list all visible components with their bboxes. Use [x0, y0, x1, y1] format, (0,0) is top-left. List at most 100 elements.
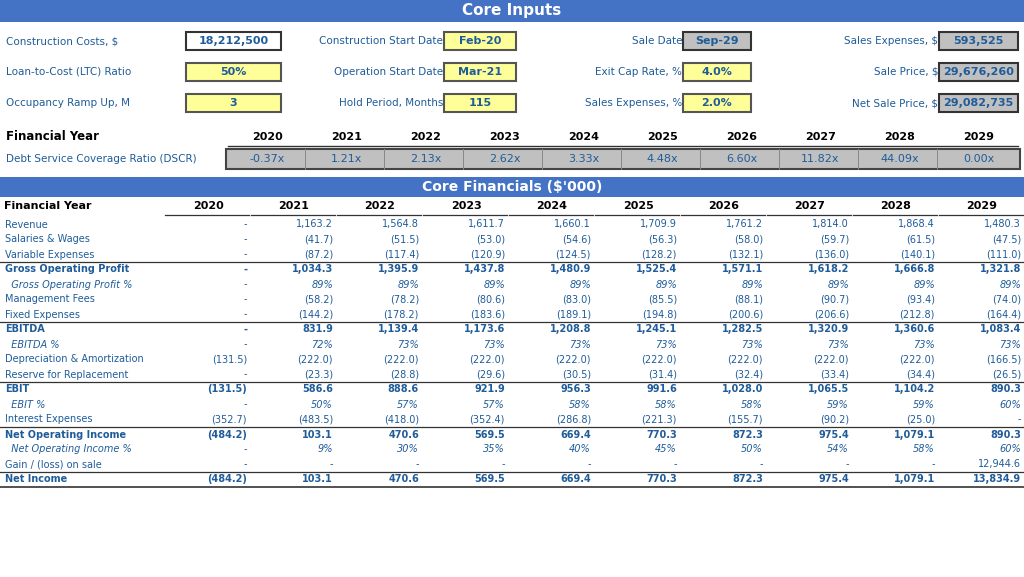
- Text: 1,321.8: 1,321.8: [980, 264, 1021, 275]
- Text: (58.2): (58.2): [304, 294, 333, 305]
- Text: (222.0): (222.0): [384, 354, 419, 365]
- Text: (124.5): (124.5): [556, 249, 591, 260]
- Text: -: -: [243, 264, 247, 275]
- Text: -: -: [932, 459, 935, 470]
- Text: 770.3: 770.3: [646, 429, 677, 440]
- Text: (189.1): (189.1): [556, 309, 591, 320]
- Text: 18,212,500: 18,212,500: [199, 36, 268, 46]
- Text: 58%: 58%: [655, 399, 677, 410]
- Text: Management Fees: Management Fees: [5, 294, 95, 305]
- Text: 2020: 2020: [193, 201, 223, 211]
- Text: 872.3: 872.3: [732, 429, 763, 440]
- Text: 1,868.4: 1,868.4: [898, 219, 935, 230]
- Text: 103.1: 103.1: [302, 429, 333, 440]
- Text: -: -: [244, 459, 247, 470]
- Text: 4.0%: 4.0%: [701, 67, 732, 77]
- Bar: [683, 94, 751, 112]
- Text: Financial Year: Financial Year: [4, 201, 91, 211]
- Text: (222.0): (222.0): [298, 354, 333, 365]
- Text: Hold Period, Months: Hold Period, Months: [339, 98, 443, 108]
- Text: 1,761.2: 1,761.2: [726, 219, 763, 230]
- Bar: [683, 63, 751, 81]
- Text: 470.6: 470.6: [388, 429, 419, 440]
- Text: 2022: 2022: [365, 201, 395, 211]
- Text: 1,480.3: 1,480.3: [984, 219, 1021, 230]
- Text: Net Operating Income %: Net Operating Income %: [5, 444, 132, 455]
- Text: 89%: 89%: [311, 279, 333, 290]
- Text: 770.3: 770.3: [646, 474, 677, 485]
- Bar: [939, 94, 1018, 112]
- Text: 1,660.1: 1,660.1: [554, 219, 591, 230]
- Text: (32.4): (32.4): [734, 369, 763, 380]
- Text: 1,079.1: 1,079.1: [894, 474, 935, 485]
- Text: (90.7): (90.7): [820, 294, 849, 305]
- Text: 2021: 2021: [279, 201, 309, 211]
- Text: 89%: 89%: [999, 279, 1021, 290]
- Text: Construction Costs, $: Construction Costs, $: [6, 36, 118, 46]
- Text: 89%: 89%: [913, 279, 935, 290]
- Text: 669.4: 669.4: [560, 474, 591, 485]
- Text: 1,618.2: 1,618.2: [808, 264, 849, 275]
- Text: (34.4): (34.4): [906, 369, 935, 380]
- Text: 73%: 73%: [999, 339, 1021, 350]
- Text: 45%: 45%: [655, 444, 677, 455]
- Text: -: -: [330, 459, 333, 470]
- Text: 73%: 73%: [913, 339, 935, 350]
- Text: 2025: 2025: [647, 132, 678, 142]
- Text: (85.5): (85.5): [648, 294, 677, 305]
- Text: (30.5): (30.5): [562, 369, 591, 380]
- Text: Financial Year: Financial Year: [6, 130, 99, 144]
- Text: 2024: 2024: [568, 132, 599, 142]
- Text: (117.4): (117.4): [384, 249, 419, 260]
- Text: EBIT: EBIT: [5, 384, 30, 395]
- Text: (26.5): (26.5): [992, 369, 1021, 380]
- Text: Net Sale Price, $: Net Sale Price, $: [852, 98, 938, 108]
- Text: (164.4): (164.4): [986, 309, 1021, 320]
- Text: Core Financials ($'000): Core Financials ($'000): [422, 180, 602, 194]
- Text: 11.82x: 11.82x: [801, 154, 840, 164]
- Text: (222.0): (222.0): [641, 354, 677, 365]
- Text: (41.7): (41.7): [304, 234, 333, 245]
- Text: 44.09x: 44.09x: [881, 154, 919, 164]
- Text: (58.0): (58.0): [734, 234, 763, 245]
- Text: Sep-29: Sep-29: [695, 36, 738, 46]
- Bar: [939, 63, 1018, 81]
- Text: 50%: 50%: [220, 67, 247, 77]
- Text: 73%: 73%: [483, 339, 505, 350]
- Text: (418.0): (418.0): [384, 414, 419, 425]
- Text: -: -: [674, 459, 677, 470]
- Text: (56.3): (56.3): [648, 234, 677, 245]
- Text: (28.8): (28.8): [390, 369, 419, 380]
- Text: 60%: 60%: [999, 399, 1021, 410]
- Text: 1,709.9: 1,709.9: [640, 219, 677, 230]
- Text: 831.9: 831.9: [302, 324, 333, 335]
- Text: (483.5): (483.5): [298, 414, 333, 425]
- Text: 4.48x: 4.48x: [647, 154, 678, 164]
- Text: (23.3): (23.3): [304, 369, 333, 380]
- Text: Variable Expenses: Variable Expenses: [5, 249, 94, 260]
- Text: 89%: 89%: [569, 279, 591, 290]
- Text: Sale Price, $: Sale Price, $: [873, 67, 938, 77]
- Text: 2024: 2024: [537, 201, 567, 211]
- Text: 1,666.8: 1,666.8: [894, 264, 935, 275]
- Bar: [444, 94, 516, 112]
- Text: (222.0): (222.0): [469, 354, 505, 365]
- Text: Sale Date: Sale Date: [632, 36, 682, 46]
- Text: Loan-to-Cost (LTC) Ratio: Loan-to-Cost (LTC) Ratio: [6, 67, 131, 77]
- Text: 1,525.4: 1,525.4: [636, 264, 677, 275]
- Text: 1,611.7: 1,611.7: [468, 219, 505, 230]
- Text: (200.6): (200.6): [728, 309, 763, 320]
- Text: Net Income: Net Income: [5, 474, 68, 485]
- Text: -: -: [416, 459, 419, 470]
- Text: EBITDA: EBITDA: [5, 324, 45, 335]
- Text: 569.5: 569.5: [474, 474, 505, 485]
- Text: (131.5): (131.5): [207, 384, 247, 395]
- Text: 1,564.8: 1,564.8: [382, 219, 419, 230]
- Text: (222.0): (222.0): [727, 354, 763, 365]
- Text: (120.9): (120.9): [470, 249, 505, 260]
- Text: 1,173.6: 1,173.6: [464, 324, 505, 335]
- Text: 593,525: 593,525: [953, 36, 1004, 46]
- Text: (352.4): (352.4): [470, 414, 505, 425]
- Text: 59%: 59%: [827, 399, 849, 410]
- Text: 1,360.6: 1,360.6: [894, 324, 935, 335]
